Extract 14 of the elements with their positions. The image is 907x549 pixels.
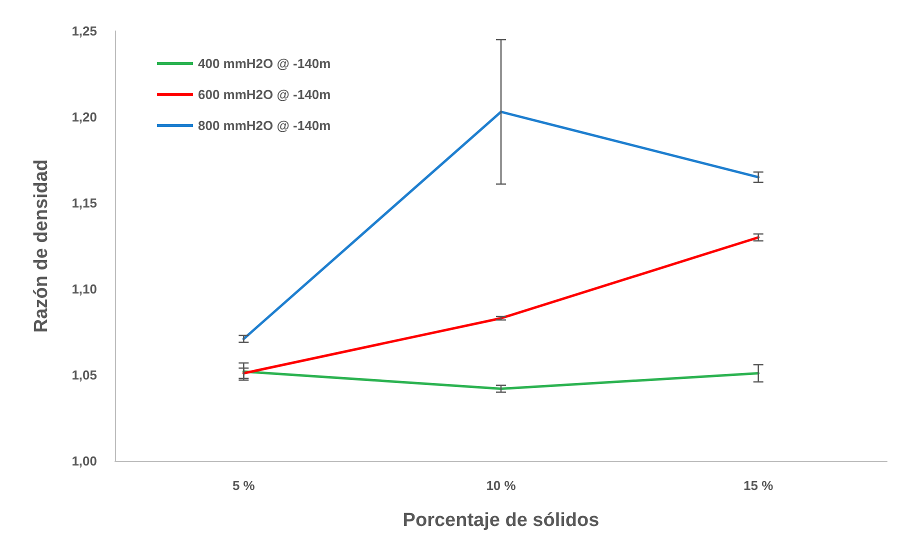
y-tick-label: 1,10 bbox=[72, 282, 97, 296]
legend-label: 400 mmH2O @ -140m bbox=[198, 56, 331, 71]
y-tick-label: 1,15 bbox=[72, 196, 97, 210]
legend-label: 800 mmH2O @ -140m bbox=[198, 118, 331, 133]
y-tick-label: 1,05 bbox=[72, 368, 97, 382]
x-tick-label: 15 % bbox=[744, 478, 774, 493]
y-tick-label: 1,20 bbox=[72, 110, 97, 124]
x-tick-label: 10 % bbox=[486, 478, 516, 493]
y-tick-label: 1,25 bbox=[72, 24, 97, 38]
y-tick-label: 1,00 bbox=[72, 454, 97, 468]
x-axis-title: Porcentaje de sólidos bbox=[402, 510, 600, 531]
y-axis-title: Razón de densidad bbox=[31, 159, 52, 333]
legend-label: 600 mmH2O @ -140m bbox=[198, 87, 331, 102]
x-tick-label: 5 % bbox=[232, 478, 256, 493]
